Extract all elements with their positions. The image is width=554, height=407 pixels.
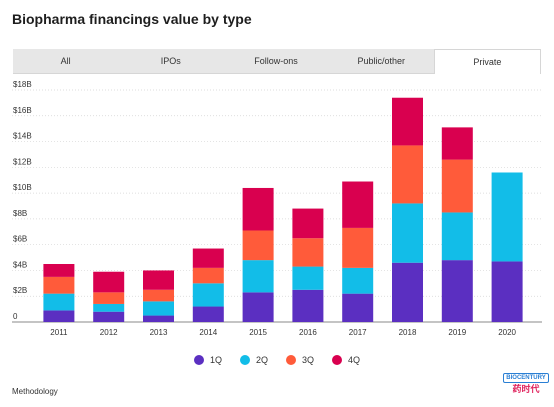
legend-swatch-3q xyxy=(286,355,296,365)
bar-3q-2015 xyxy=(242,230,274,261)
legend-swatch-1q xyxy=(193,355,204,365)
methodology-link[interactable]: Methodology xyxy=(12,387,58,396)
watermark-logo: BIOCENTURY 药时代 xyxy=(503,373,549,399)
tab-ipos[interactable]: IPOs xyxy=(160,56,181,66)
tab-all[interactable]: All xyxy=(60,56,71,66)
bar-1q-2019 xyxy=(441,260,473,322)
bar-4q-2018 xyxy=(392,97,423,146)
bar-4q-2017 xyxy=(342,181,374,228)
tab-follow-ons[interactable]: Follow-ons xyxy=(254,56,298,66)
tab-private[interactable]: Private xyxy=(433,49,542,74)
x-tick-label: 2017 xyxy=(349,328,367,337)
y-tick-label: $8B xyxy=(13,209,27,218)
bar-3q-2014 xyxy=(192,267,224,284)
y-tick-label: $14B xyxy=(13,132,32,141)
legend-item-2q[interactable]: 2Q xyxy=(239,355,268,365)
bar-1q-2018 xyxy=(392,262,423,322)
bar-2q-2018 xyxy=(392,203,423,263)
bar-1q-2020 xyxy=(491,261,523,322)
y-tick-label: 0 xyxy=(13,312,18,321)
bar-4q-2019 xyxy=(441,127,473,160)
legend-swatch-2q xyxy=(239,355,250,365)
bar-4q-2014 xyxy=(192,248,224,268)
y-tick-label: $10B xyxy=(13,183,32,192)
tab-public-other[interactable]: Public/other xyxy=(357,56,405,66)
bar-1q-2017 xyxy=(342,293,374,322)
bar-2q-2013 xyxy=(143,301,174,316)
legend-label-1q: 1Q xyxy=(209,355,222,365)
legend-label-4q: 4Q xyxy=(348,355,361,365)
x-tick-label: 2020 xyxy=(498,328,516,337)
bar-3q-2013 xyxy=(143,289,174,302)
legend-item-3q[interactable]: 3Q xyxy=(286,355,314,365)
bar-1q-2011 xyxy=(43,310,75,322)
x-tick-label: 2013 xyxy=(150,328,168,337)
bar-1q-2012 xyxy=(93,311,125,322)
tab-bar: All IPOs Follow-ons Public/other Private xyxy=(13,49,542,74)
stacked-bar-chart: 0 $2B $4B $6B $8B $10B $12B $14B $16B $18B 2011 201… xyxy=(12,80,542,337)
legend-label-2q: 2Q xyxy=(255,355,268,365)
legend-item-4q[interactable]: 4Q xyxy=(332,355,360,365)
bar-2q-2015 xyxy=(242,260,274,293)
bar-3q-2012 xyxy=(93,292,125,304)
legend-item-1q[interactable]: 1Q xyxy=(193,355,222,365)
x-tick-label: 2014 xyxy=(199,328,217,337)
bar-2q-2020 xyxy=(491,172,523,262)
bar-3q-2011 xyxy=(43,276,75,294)
bar-1q-2013 xyxy=(143,315,174,322)
bar-2q-2014 xyxy=(192,283,224,307)
y-tick-label: $4B xyxy=(13,260,27,269)
bar-1q-2014 xyxy=(192,306,224,322)
bar-4q-2012 xyxy=(93,271,125,293)
x-tick-label: 2012 xyxy=(100,328,118,337)
x-tick-label: 2015 xyxy=(249,328,267,337)
logo-top-text: BIOCENTURY xyxy=(503,373,549,383)
bar-2q-2016 xyxy=(292,266,324,290)
y-tick-label: $6B xyxy=(13,235,27,244)
bar-2q-2017 xyxy=(342,267,374,294)
bar-3q-2018 xyxy=(392,145,423,204)
bar-3q-2016 xyxy=(292,238,324,267)
x-tick-label: 2018 xyxy=(399,328,417,337)
bar-4q-2011 xyxy=(43,264,75,277)
y-tick-label: $18B xyxy=(13,80,32,89)
legend: 1Q 2Q 3Q 4Q xyxy=(0,355,554,365)
bar-4q-2015 xyxy=(242,187,274,231)
bar-4q-2016 xyxy=(292,208,324,239)
bar-4q-2013 xyxy=(143,270,174,290)
bar-1q-2016 xyxy=(292,289,324,322)
x-tick-label: 2019 xyxy=(448,328,466,337)
bar-3q-2017 xyxy=(342,227,374,268)
chart-title: Biopharma financings value by type xyxy=(12,11,252,27)
bar-1q-2015 xyxy=(242,292,274,322)
y-tick-label: $2B xyxy=(13,286,27,295)
legend-swatch-4q xyxy=(332,355,343,365)
legend-label-3q: 3Q xyxy=(302,355,315,365)
y-tick-label: $16B xyxy=(13,106,32,115)
bar-2q-2012 xyxy=(93,303,125,312)
x-tick-label: 2016 xyxy=(299,328,317,337)
x-tick-label: 2011 xyxy=(50,328,68,337)
y-tick-label: $12B xyxy=(13,157,32,166)
bar-3q-2019 xyxy=(441,159,473,213)
bar-2q-2011 xyxy=(43,293,75,311)
logo-bottom-text: 药时代 xyxy=(512,384,540,394)
bar-2q-2019 xyxy=(441,212,473,261)
